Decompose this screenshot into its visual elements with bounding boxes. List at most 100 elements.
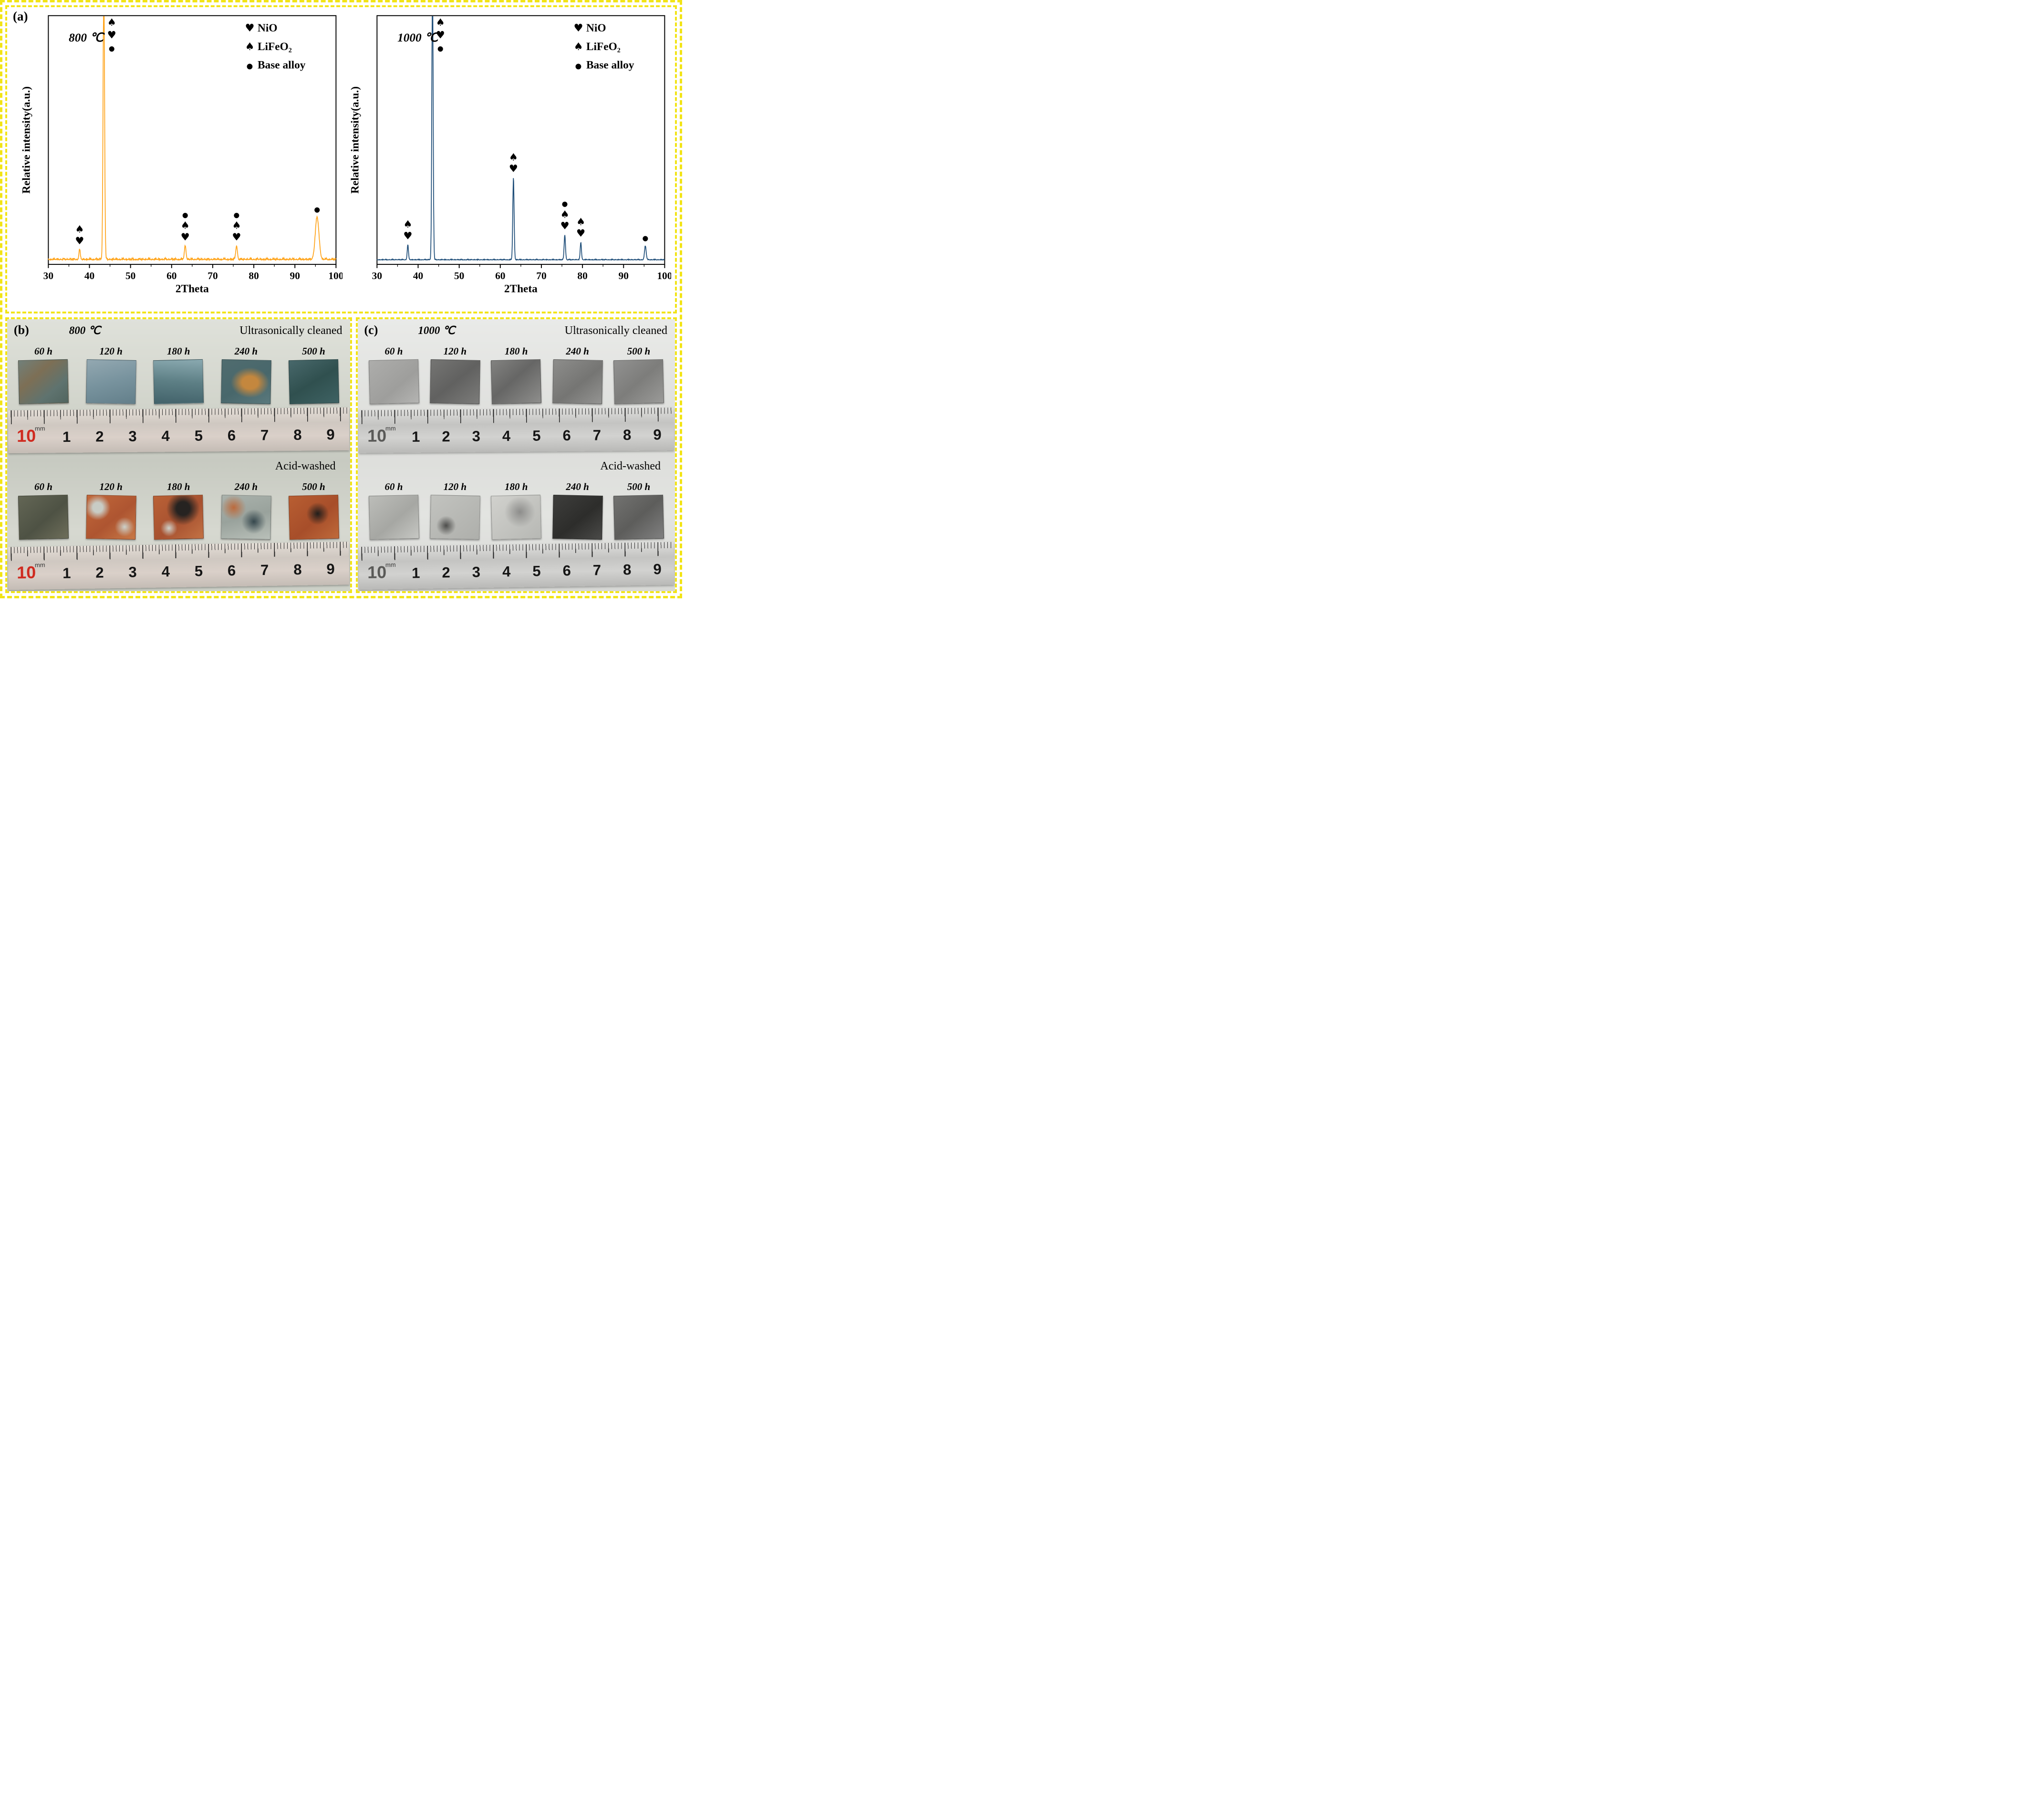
x-tick-label: 50 [125, 270, 135, 282]
peak-marker: ● [562, 200, 568, 208]
ruler: mm 10 1 2 3 4 5 6 7 8 9 [8, 542, 350, 590]
sample-time-label: 120 h [99, 345, 123, 357]
sample-time-label: 240 h [234, 481, 258, 492]
legend-symbol: ♥ [573, 22, 583, 34]
sample-photo [430, 495, 480, 540]
legend-label: NiO [258, 22, 277, 34]
sample-time-label: 60 h [34, 481, 52, 492]
peak-marker: ♠ [576, 216, 585, 228]
sample-row-b-acid: 60 h 120 h 180 h 240 h [7, 480, 350, 540]
ruler-number: 8 [623, 561, 632, 578]
x-axis-label: 2Theta [176, 282, 209, 295]
x-tick-label: 50 [454, 270, 464, 282]
sample-120h: 120 h [85, 345, 137, 404]
sample-240h: 240 h [552, 481, 603, 540]
x-tick-label: 100 [328, 270, 342, 282]
sample-60h: 60 h [368, 481, 420, 540]
legend-label: Base alloy [258, 59, 306, 72]
sample-photo [221, 495, 271, 540]
sample-photo [368, 359, 419, 405]
ruler: mm 10 1 2 3 4 5 6 7 8 9 [358, 542, 674, 590]
x-tick-label: 40 [84, 270, 94, 282]
ruler-ticks [358, 407, 674, 425]
x-tick-label: 30 [372, 270, 382, 282]
peak-marker: ♠ [403, 219, 412, 230]
sample-180h: 180 h [490, 345, 542, 405]
peak-marker: ♥ [560, 220, 569, 232]
sample-photo [613, 494, 664, 540]
ruler-number: 3 [472, 428, 480, 445]
x-tick-label: 30 [43, 270, 53, 282]
sample-time-label: 180 h [167, 481, 190, 492]
sample-photo [288, 494, 339, 540]
legend-symbol: ♠ [573, 41, 583, 53]
x-tick-label: 80 [577, 270, 587, 282]
xrd-chart-800: 30 40 50 60 70 80 90 100 2Theta Relative intensit… [21, 12, 342, 297]
ruler-number: 8 [293, 561, 302, 578]
temperature-label: 1000 ℃ [397, 31, 440, 44]
ruler-number: 2 [95, 428, 104, 445]
ruler-number: 8 [623, 426, 631, 444]
legend-label: LiFeO₂ [586, 41, 621, 53]
ruler-number: 2 [441, 564, 450, 581]
sample-180h: 180 h [153, 345, 204, 405]
panel-c-label: (c) [364, 323, 378, 337]
sample-time-label: 240 h [234, 345, 258, 357]
ruler-number: 1 [411, 428, 420, 445]
sample-photo [288, 359, 339, 405]
x-axis-label: 2Theta [504, 282, 538, 295]
sample-photo [153, 494, 204, 540]
panel-b: (b) 800 ℃ Ultrasonically cleaned 60 h 12… [5, 317, 352, 593]
legend-symbol: ● [247, 62, 253, 71]
peak-marker: ● [643, 234, 649, 242]
sample-photo [18, 494, 69, 540]
y-axis-label: Relative intensity(a.u.) [21, 86, 32, 194]
panel-c-temperature: 1000 ℃ [418, 324, 455, 336]
ruler: mm 10 1 2 3 4 5 6 7 8 9 [358, 407, 674, 453]
peak-marker: ● [109, 45, 115, 53]
ruler-number: 4 [161, 563, 170, 580]
peak-marker: ♥ [181, 231, 190, 243]
legend-label: Base alloy [586, 59, 634, 72]
sample-time-label: 180 h [505, 481, 528, 492]
ruler-number: 4 [161, 428, 170, 445]
ruler-number: 7 [592, 427, 601, 444]
ruler-number: 9 [326, 426, 335, 443]
peak-marker: ♥ [509, 163, 518, 175]
ruler-number: 2 [441, 428, 450, 445]
ruler-number: 4 [502, 563, 511, 580]
y-axis-label: Relative intensity(a.u.) [349, 86, 361, 194]
sample-photo [613, 359, 664, 405]
peak-marker: ♥ [75, 235, 84, 247]
peak-marker: ♠ [232, 220, 241, 232]
xrd-charts-row: 30 40 50 60 70 80 90 100 2Theta Relative intensit… [7, 7, 675, 297]
legend-label: LiFeO₂ [258, 41, 292, 53]
sample-time-label: 240 h [566, 481, 589, 492]
sample-120h: 120 h [429, 345, 481, 404]
sample-row-c-ultrasonic: 60 h 120 h 180 h 240 h [358, 344, 675, 405]
legend-item: ♥ NiO [245, 22, 277, 34]
xrd-plot: 30 40 50 60 70 80 90 100 2Theta Relative intensit… [349, 15, 671, 295]
peak-marker: ♥ [107, 29, 116, 41]
legend-item: ♠ LiFeO₂ [573, 41, 620, 53]
legend-item: ● Base alloy [575, 59, 634, 72]
panel-a: (a) 30 40 50 60 70 80 90 100 2Theta Relative inte… [5, 5, 677, 313]
peak-marker: ♥ [403, 230, 412, 242]
x-tick-label: 70 [208, 270, 218, 282]
sample-time-label: 240 h [566, 345, 589, 357]
ruler-number: 6 [562, 427, 571, 444]
sample-500h: 500 h [288, 345, 340, 405]
sample-60h: 60 h [368, 345, 420, 405]
scientific-figure: (a) 30 40 50 60 70 80 90 100 2Theta Relative inte… [0, 0, 682, 598]
ruler-number: 5 [194, 427, 203, 444]
panel-c-header: (c) 1000 ℃ Ultrasonically cleaned [358, 322, 675, 337]
sample-time-label: 500 h [302, 481, 325, 492]
peak-marker: ♠ [509, 151, 518, 163]
sample-240h: 240 h [220, 345, 272, 404]
peak-marker: ♥ [232, 231, 241, 243]
x-tick-label: 90 [290, 270, 300, 282]
sample-500h: 500 h [288, 481, 340, 540]
treatment-title-ultrasonic: Ultrasonically cleaned [239, 324, 342, 337]
peak-marker: ♥ [436, 29, 445, 41]
ruler-numbers: 10 1 2 3 4 5 6 7 8 9 [358, 422, 674, 447]
